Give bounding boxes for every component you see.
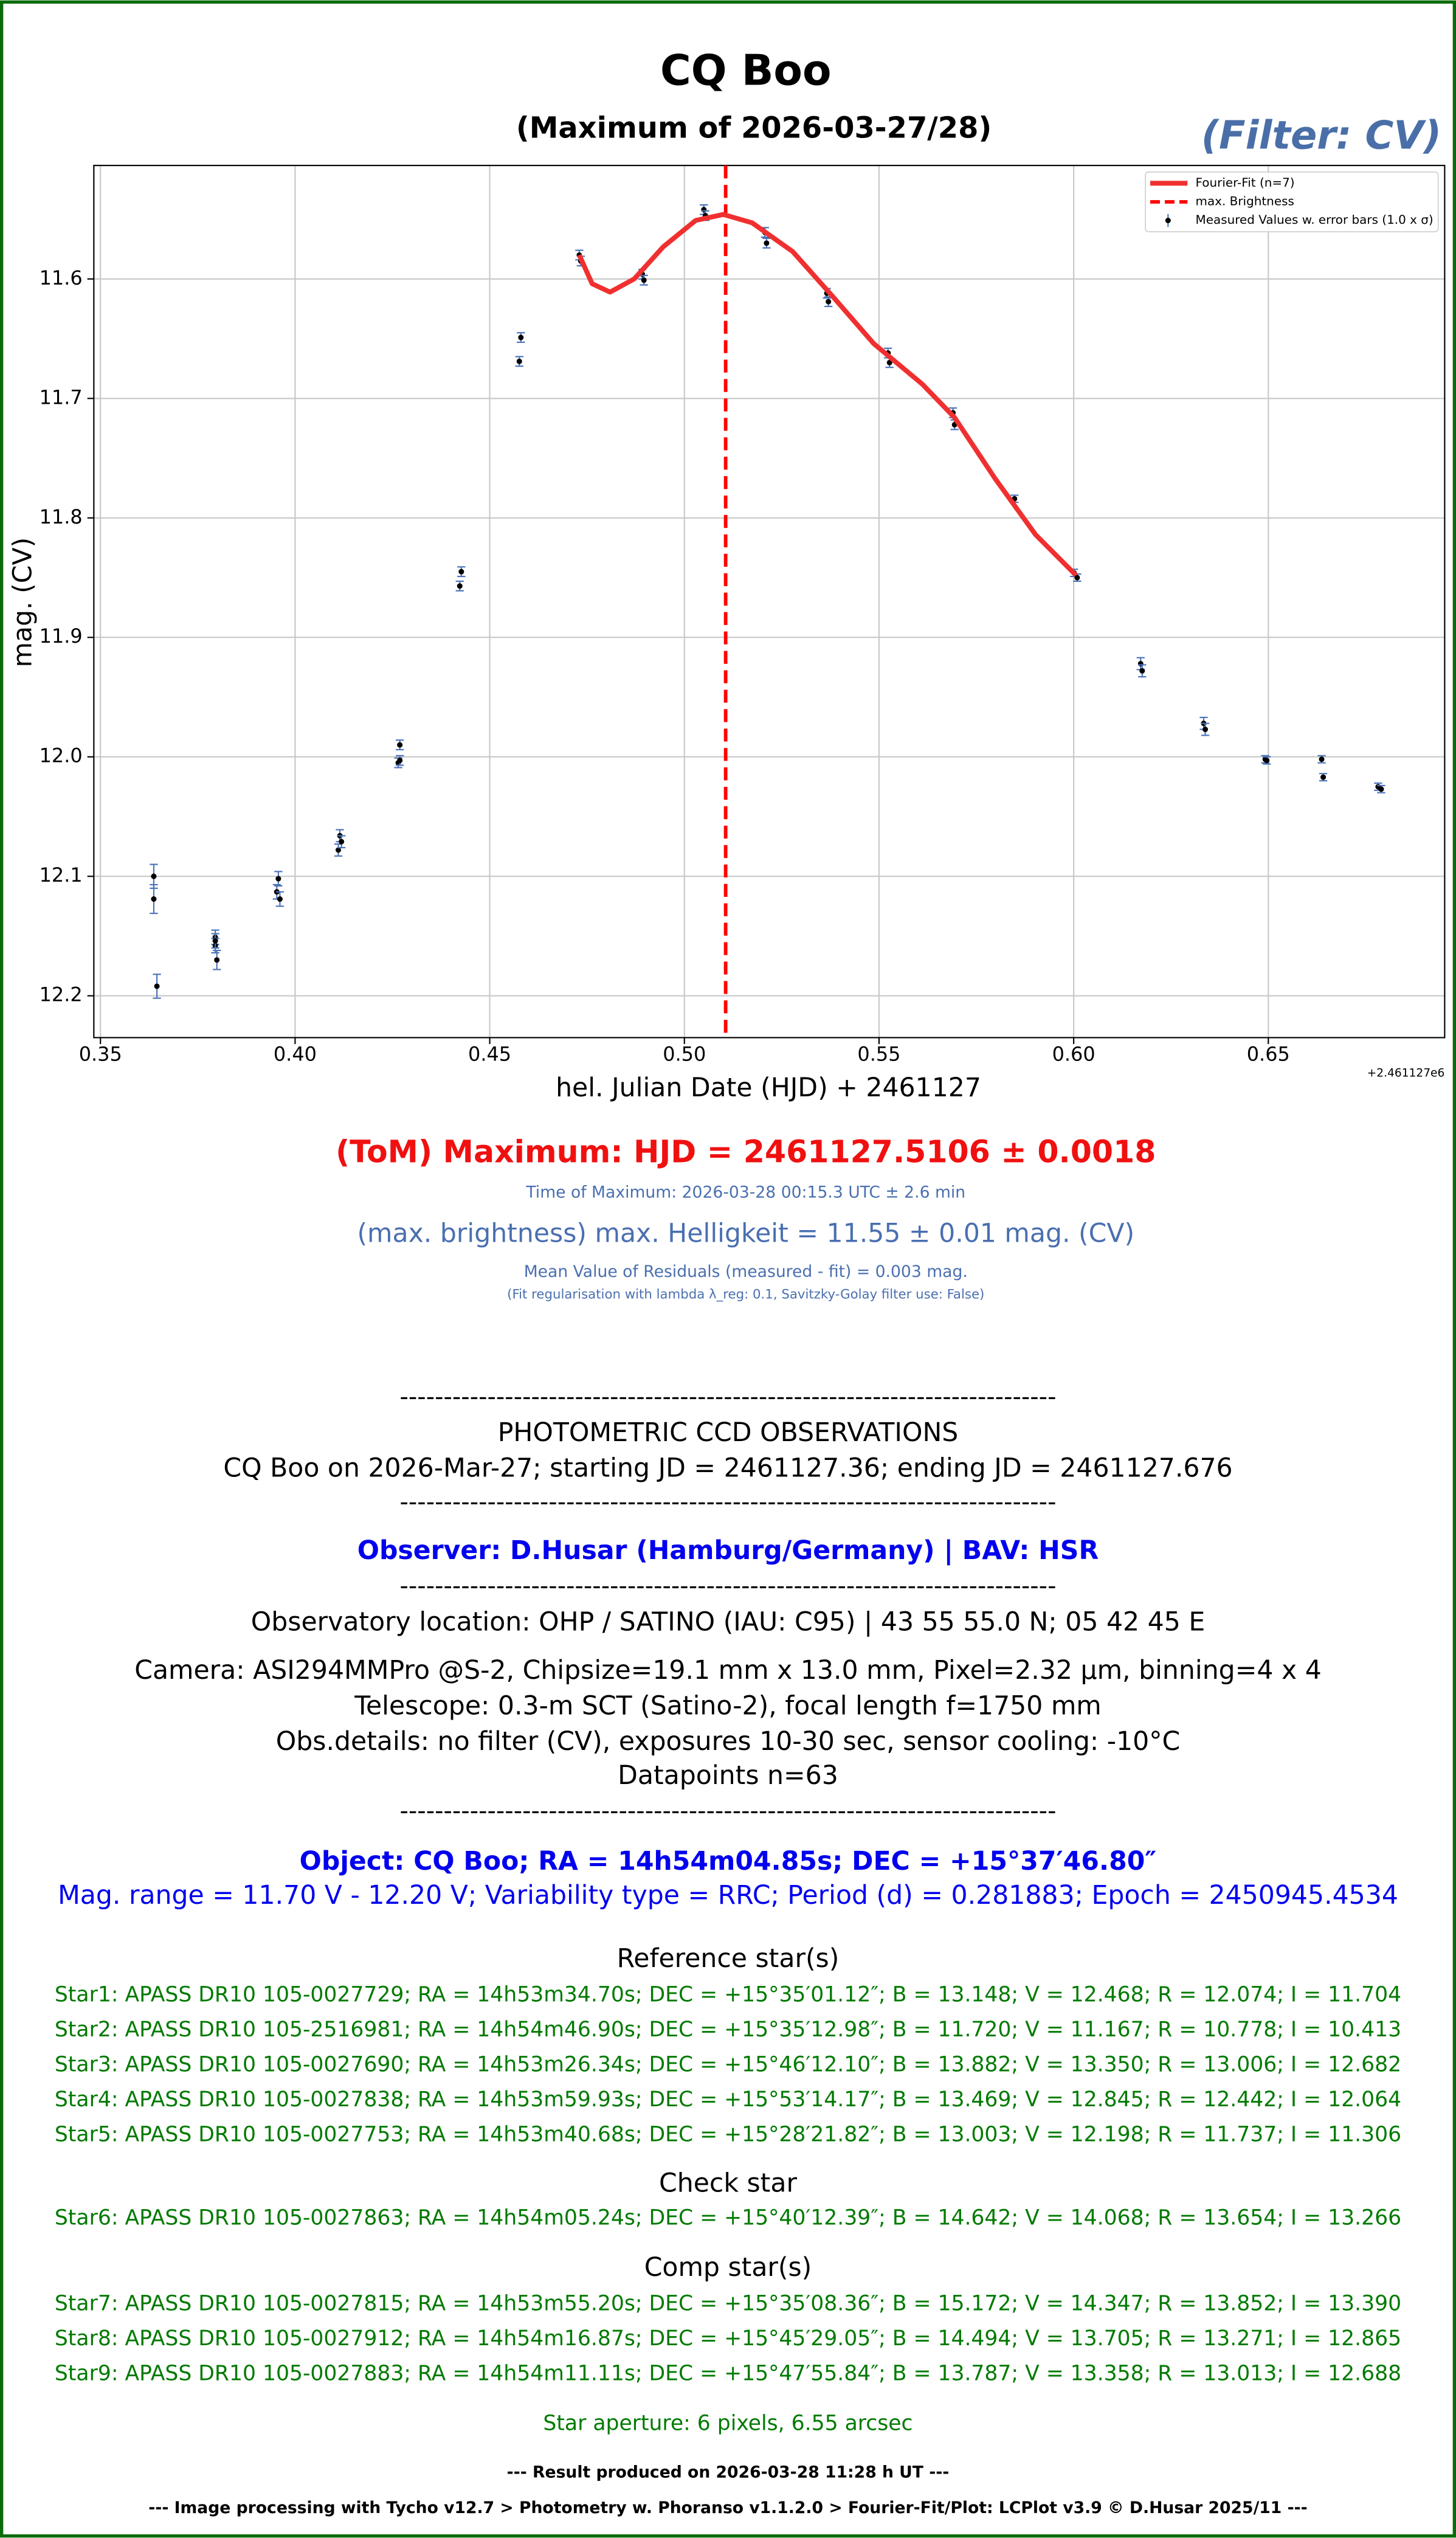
data-point xyxy=(1139,668,1145,674)
legend-swatch xyxy=(1165,218,1171,224)
tom: (ToM) Maximum: HJD = 2461127.5106 ± 0.00… xyxy=(336,1134,1156,1170)
data-point xyxy=(335,847,342,853)
star-line: Star1: APASS DR10 105-0027729; RA = 14h5… xyxy=(55,1982,1401,2007)
separator: ----------------------------------------… xyxy=(400,1383,1057,1411)
data-point xyxy=(826,299,832,305)
y-tick-label: 11.8 xyxy=(40,505,83,528)
data-point xyxy=(277,896,283,902)
plot: 0.35 0.40 0.45 0.50 0.55 0.60 0.65 11.6 11.7 11.8… xyxy=(40,165,1446,1066)
x-axis-label: hel. Julian Date (HJD) + 2461127 xyxy=(556,1073,981,1103)
star-line: Star8: APASS DR10 105-0027912; RA = 14h5… xyxy=(55,2326,1401,2351)
object: Object: CQ Boo; RA = 14h54m04.85s; DEC =… xyxy=(300,1846,1157,1876)
chart-subtitle: (Maximum of 2026-03-27/28) xyxy=(516,112,992,145)
y-tick-label: 12.0 xyxy=(40,744,83,767)
y-tick-label: 11.6 xyxy=(40,266,83,289)
max-brightness: (max. brightness) max. Helligkeit = 11.5… xyxy=(357,1219,1134,1249)
comp-stars: Star7: APASS DR10 105-0027815; RA = 14h5… xyxy=(55,2292,1401,2386)
result-time: --- Result produced on 2026-03-28 11:28 … xyxy=(507,2463,950,2481)
ref-stars: Star1: APASS DR10 105-0027729; RA = 14h5… xyxy=(55,1982,1401,2146)
legend-box xyxy=(1145,171,1439,233)
star-line: Star5: APASS DR10 105-0027753; RA = 14h5… xyxy=(55,2122,1401,2146)
plot-frame xyxy=(93,165,1446,1039)
data-point xyxy=(339,839,345,845)
data-point xyxy=(1320,774,1327,780)
data-point xyxy=(212,938,218,944)
star-line: Star7: APASS DR10 105-0027815; RA = 14h5… xyxy=(55,2292,1401,2316)
y-tick-label: 11.7 xyxy=(40,386,83,409)
star-line: Star9: APASS DR10 105-0027883; RA = 14h5… xyxy=(55,2362,1401,2386)
data-point xyxy=(641,277,647,283)
datapoints: Datapoints n=63 xyxy=(618,1760,838,1791)
data-point xyxy=(518,334,524,341)
data-point xyxy=(516,358,522,364)
telescope: Telescope: 0.3-m SCT (Satino-2), focal l… xyxy=(354,1691,1102,1721)
data-point xyxy=(154,983,160,989)
chart-title: CQ Boo xyxy=(660,46,831,95)
data-point xyxy=(397,742,403,748)
section-heading: PHOTOMETRIC CCD OBSERVATIONS xyxy=(498,1417,959,1448)
check-stars: Star6: APASS DR10 105-0027863; RA = 14h5… xyxy=(55,2206,1401,2230)
data-point xyxy=(275,876,281,882)
data-point xyxy=(151,896,157,902)
separator: ----------------------------------------… xyxy=(400,1488,1057,1516)
legend-label: Fourier-Fit (n=7) xyxy=(1196,175,1295,190)
y-tick-label: 12.2 xyxy=(40,983,83,1006)
obs-details: Obs.details: no filter (CV), exposures 1… xyxy=(276,1726,1180,1757)
data-point xyxy=(886,359,892,365)
tom-time: Time of Maximum: 2026-03-28 00:15.3 UTC … xyxy=(525,1183,965,1202)
star-line: Star2: APASS DR10 105-2516981; RA = 14h5… xyxy=(55,2018,1401,2042)
location: Observatory location: OHP / SATINO (IAU:… xyxy=(251,1606,1205,1637)
x-tick-label: 0.40 xyxy=(274,1043,317,1066)
observer: Observer: D.Husar (Hamburg/Germany) | BA… xyxy=(357,1535,1099,1566)
data-point xyxy=(151,873,157,879)
data-point xyxy=(1264,758,1270,764)
x-tick-label: 0.45 xyxy=(468,1043,511,1066)
filter-label: (Filter: CV) xyxy=(1201,113,1441,158)
x-tick-label: 0.35 xyxy=(79,1043,122,1066)
x-tick-label: 0.65 xyxy=(1247,1043,1290,1066)
x-tick-label: 0.55 xyxy=(857,1043,900,1066)
legend-label: Measured Values w. error bars (1.0 x σ) xyxy=(1196,212,1434,227)
star-line: Star6: APASS DR10 105-0027863; RA = 14h5… xyxy=(55,2206,1401,2230)
offset-label: +2.461127e6 xyxy=(1367,1067,1445,1080)
data-point xyxy=(458,569,464,575)
y-tick-label: 12.1 xyxy=(40,863,83,887)
data-point xyxy=(1319,756,1325,762)
data-point xyxy=(457,583,463,589)
mag-range: Mag. range = 11.70 V - 12.20 V; Variabil… xyxy=(58,1880,1398,1910)
data-point xyxy=(1074,575,1080,581)
star-line: Star4: APASS DR10 105-0027838; RA = 14h5… xyxy=(55,2087,1401,2112)
data-point xyxy=(764,240,770,246)
data-point xyxy=(1378,786,1384,792)
check-heading: Check star xyxy=(659,2168,797,2199)
observation-range: CQ Boo on 2026-Mar-27; starting JD = 246… xyxy=(223,1453,1232,1483)
separator: ----------------------------------------… xyxy=(400,1797,1057,1825)
star-line: Star3: APASS DR10 105-0027690; RA = 14h5… xyxy=(55,2052,1401,2076)
regularisation: (Fit regularisation with lambda λ_reg: 0… xyxy=(507,1287,984,1302)
aperture: Star aperture: 6 pixels, 6.55 arcsec xyxy=(543,2412,913,2436)
separator: ----------------------------------------… xyxy=(400,1572,1057,1600)
x-tick-label: 0.60 xyxy=(1052,1043,1095,1066)
data-point xyxy=(214,957,220,963)
comp-heading: Comp star(s) xyxy=(644,2252,812,2283)
camera: Camera: ASI294MMPro @S-2, Chipsize=19.1 … xyxy=(134,1655,1322,1686)
ref-heading: Reference star(s) xyxy=(617,1943,840,1974)
footer: --- Image processing with Tycho v12.7 > … xyxy=(148,2498,1307,2517)
data-point xyxy=(397,758,403,764)
y-axis-label: mag. (CV) xyxy=(7,538,38,668)
fit-curve xyxy=(577,212,1078,577)
y-tick-label: 11.9 xyxy=(40,624,83,648)
x-tick-label: 0.50 xyxy=(663,1043,706,1066)
legend-label: max. Brightness xyxy=(1196,193,1294,208)
residuals: Mean Value of Residuals (measured - fit)… xyxy=(524,1262,968,1281)
data-point xyxy=(1202,727,1209,733)
